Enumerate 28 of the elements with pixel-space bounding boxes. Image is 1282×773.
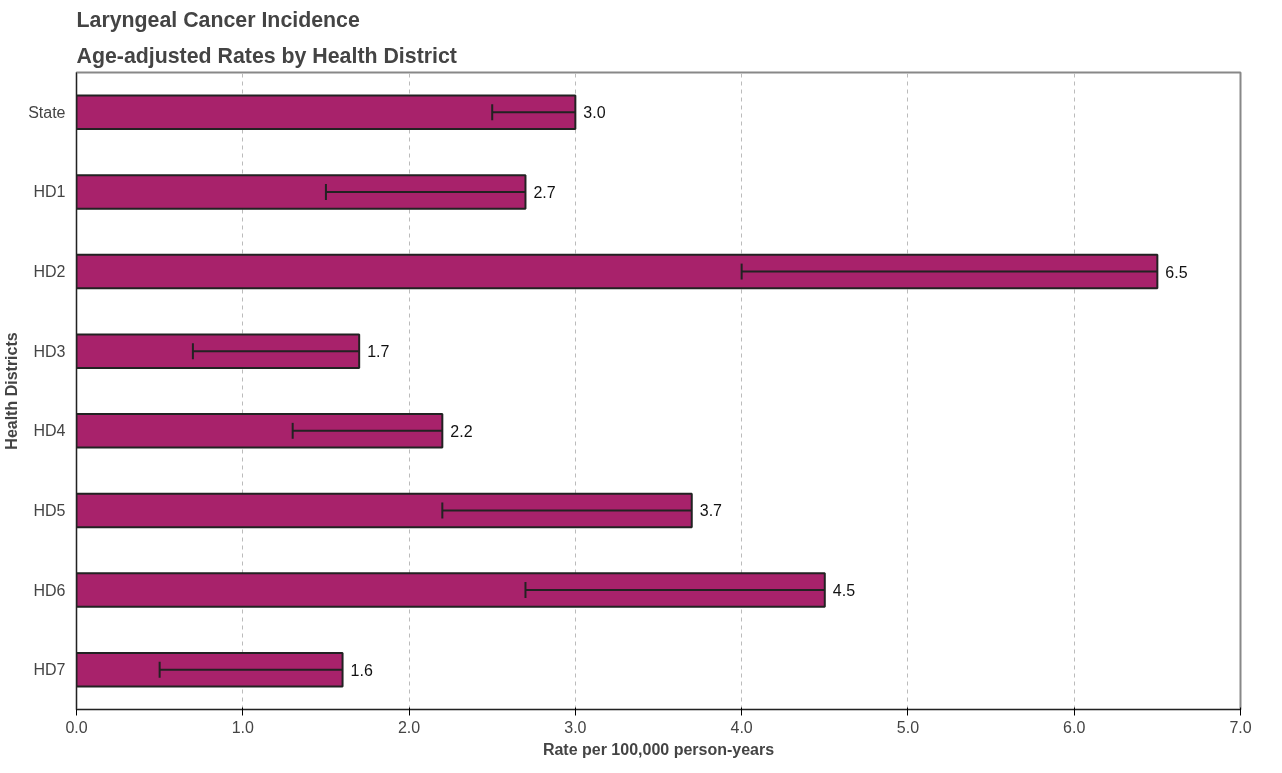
x-tick-label: 7.0 [1229,718,1252,736]
x-tick-label: 0.0 [65,718,88,736]
data-label: 2.2 [450,422,473,440]
data-label: 3.0 [583,104,606,122]
y-tick-label: HD6 [33,581,66,599]
data-label: 6.5 [1165,263,1188,281]
y-tick-label: HD5 [33,501,66,519]
y-tick-label: State [28,103,66,121]
y-tick-label: HD3 [33,342,66,360]
data-label: 3.7 [699,502,723,520]
y-tick-label: HD2 [33,263,66,281]
y-tick-label: HD1 [33,183,66,201]
chart-subtitle: Age-adjusted Rates by Health District [76,43,457,68]
x-tick-label: 5.0 [896,718,920,736]
chart-title: Laryngeal Cancer Incidence [76,7,360,32]
data-label: 1.6 [350,661,373,679]
x-axis-title: Rate per 100,000 person-years [542,740,775,758]
data-label: 1.7 [367,343,390,361]
data-label: 4.5 [832,582,856,600]
x-tick-label: 2.0 [397,718,421,736]
x-tick-label: 1.0 [231,718,255,736]
data-label: 2.7 [533,183,556,201]
y-axis-title: Health Districts [3,332,21,450]
y-tick-label: HD7 [33,661,66,679]
y-tick-label: HD4 [33,422,66,440]
x-tick-label: 6.0 [1063,718,1086,736]
x-tick-label: 3.0 [564,718,587,736]
x-tick-label: 4.0 [730,718,753,736]
